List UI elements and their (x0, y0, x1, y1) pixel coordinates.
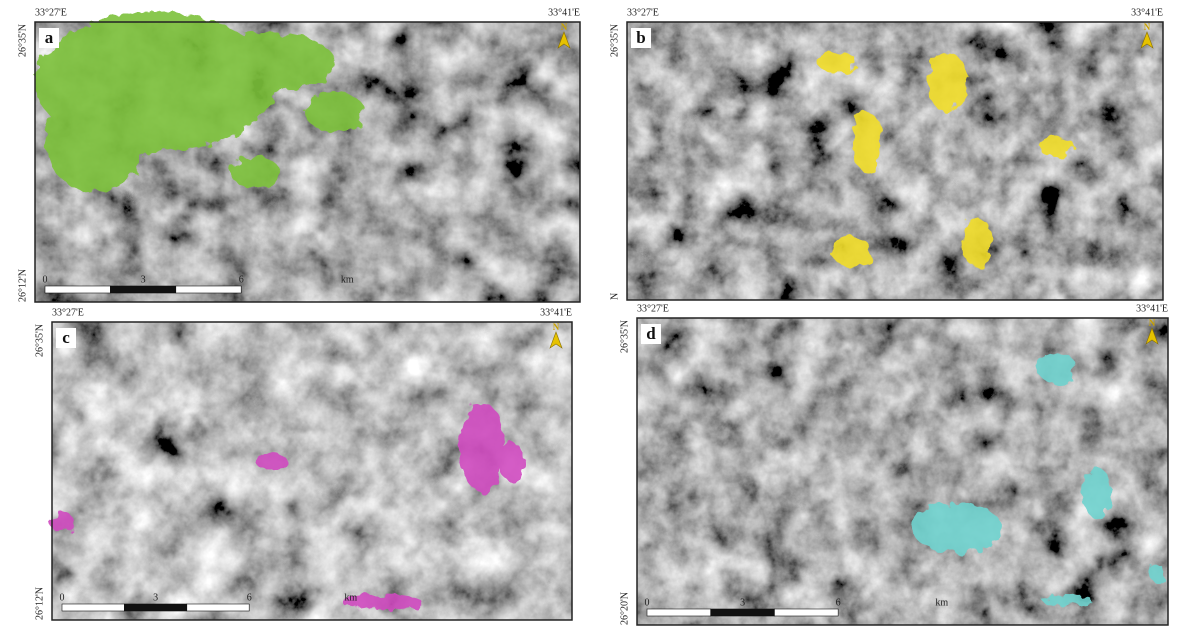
patch (1037, 353, 1077, 383)
map-panel: d 33°27'E 33°41'E 26°35'N 26°20'N N 0 3 6 km (619, 303, 1168, 625)
latitude-label: 26°35'N (619, 320, 630, 353)
scale-label: 3 (141, 274, 146, 285)
patch (1082, 468, 1112, 518)
panel-label: b (636, 28, 645, 47)
panel-label: d (646, 324, 656, 343)
longitude-label: 33°41'E (548, 7, 580, 18)
scale-bar-segment (45, 286, 110, 293)
longitude-label: 33°27'E (627, 7, 659, 18)
patch (912, 503, 1002, 553)
patch (195, 32, 335, 92)
scale-bar-segment (176, 286, 241, 293)
patch (45, 92, 145, 192)
north-label: N (561, 22, 568, 32)
longitude-label: 33°27'E (52, 307, 84, 318)
patch (1039, 137, 1075, 157)
scale-bar-segment (711, 609, 775, 616)
figure: a 33°27'E 33°41'E 26°35'N 26°12'N N 0 3 6 km b 33°2… (0, 0, 1196, 635)
north-label: N (553, 322, 560, 332)
scale-label: 0 (60, 592, 65, 603)
patch (852, 112, 882, 172)
patch (50, 512, 74, 532)
patch (962, 217, 992, 267)
patch (817, 52, 857, 72)
scale-label: km (341, 274, 354, 285)
scale-bar-segment (62, 604, 124, 611)
scale-label: 6 (247, 592, 252, 603)
panel-label: a (45, 28, 54, 47)
latitude-label: 26°20'N (619, 592, 630, 625)
map-panel: a 33°27'E 33°41'E 26°35'N 26°12'N N 0 3 6 km (17, 7, 580, 302)
panel-label: c (62, 328, 70, 347)
longitude-label: 33°27'E (637, 303, 669, 314)
patch (257, 452, 287, 472)
longitude-label: 33°27'E (35, 7, 67, 18)
north-label: N (1144, 22, 1151, 32)
scale-label: 0 (645, 597, 650, 608)
scale-label: 6 (239, 274, 244, 285)
patch (460, 402, 504, 492)
north-label: N (1149, 318, 1156, 328)
latitude-label: 26°12'N (17, 269, 28, 302)
patch (305, 92, 365, 132)
patch (500, 442, 524, 482)
scale-label: km (344, 592, 357, 603)
patch (1151, 563, 1163, 583)
longitude-label: 33°41'E (1136, 303, 1168, 314)
scale-bar-segment (647, 609, 711, 616)
scale-bar-segment (187, 604, 249, 611)
patch (1042, 595, 1092, 605)
patch (230, 157, 280, 187)
scale-bar-segment (124, 604, 186, 611)
latitude-label: 26°35'N (609, 24, 620, 57)
satellite-image (627, 22, 1163, 300)
latitude-label: 26°12'N (34, 587, 45, 620)
satellite-image (637, 318, 1168, 625)
latitude-label: 26°35'N (17, 24, 28, 57)
map-panel: c 33°27'E 33°41'E 26°35'N 26°12'N N 0 3 6 km (34, 307, 572, 620)
latitude-label: N (609, 293, 620, 300)
scale-label: 3 (153, 592, 158, 603)
longitude-label: 33°41'E (540, 307, 572, 318)
patch (927, 52, 967, 112)
scale-bar-segment (110, 286, 175, 293)
map-panel: b 33°27'E 33°41'E 26°35'N N N (609, 7, 1163, 300)
patch (832, 237, 872, 267)
scale-bar-segment (774, 609, 838, 616)
scale-label: 6 (836, 597, 841, 608)
scale-label: 0 (43, 274, 48, 285)
scale-label: km (935, 597, 948, 608)
scale-label: 3 (740, 597, 745, 608)
longitude-label: 33°41'E (1131, 7, 1163, 18)
latitude-label: 26°35'N (34, 324, 45, 357)
